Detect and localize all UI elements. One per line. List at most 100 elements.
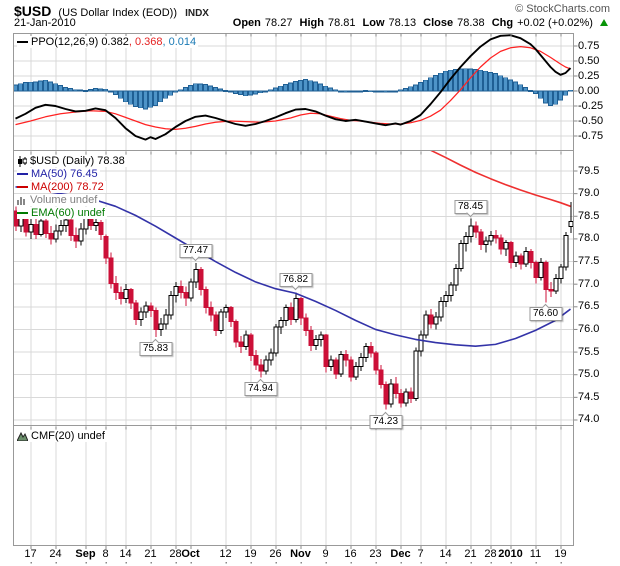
ppo-histogram-bar <box>348 90 353 93</box>
ma50-swatch-icon <box>17 173 28 175</box>
candle-body <box>98 222 104 235</box>
ppo-histogram-bar <box>223 90 228 92</box>
candle-body <box>263 359 269 372</box>
ppo-histogram-bar <box>493 73 498 92</box>
ppo-histogram-bar <box>328 87 333 92</box>
price-y-axis-label: 79.5 <box>578 164 600 177</box>
candle-body <box>418 334 424 352</box>
candle-body <box>28 223 34 233</box>
ppo-y-axis-label: 0.75 <box>578 39 600 52</box>
x-minor-dot <box>275 562 277 564</box>
candle-body <box>503 242 509 250</box>
candle-body <box>228 307 234 322</box>
x-axis-label: 8 <box>102 548 109 560</box>
ppo-histogram-bar <box>523 87 528 92</box>
price-y-axis-label: 78.0 <box>578 232 600 245</box>
candle-body <box>328 359 334 368</box>
ppo-histogram-bar <box>563 90 568 96</box>
ppo-histogram-bar <box>218 88 223 92</box>
candle-body <box>208 307 214 316</box>
candle-body <box>123 289 129 300</box>
ppo-histogram-bar <box>438 72 443 92</box>
candle-body <box>48 232 54 240</box>
candle-body <box>338 353 344 375</box>
candle-body <box>423 314 429 336</box>
high-label: High <box>299 17 324 29</box>
candle-body <box>458 242 464 269</box>
ppo-y-axis-label: 0.25 <box>578 69 600 82</box>
high-value: 78.81 <box>327 17 356 29</box>
low-label: Low <box>362 17 385 29</box>
candle-body <box>408 391 414 399</box>
candle-body <box>163 314 169 325</box>
close-value: 78.38 <box>457 17 485 29</box>
ppo-histogram-bar <box>478 69 483 92</box>
x-axis-label: 19 <box>554 548 567 560</box>
x-minor-dot <box>105 562 107 564</box>
candle-body <box>273 326 279 354</box>
candle-body <box>383 384 389 405</box>
x-axis-label: 14 <box>439 548 452 560</box>
candle-body <box>313 338 319 346</box>
x-axis-label: 24 <box>49 548 62 560</box>
ppo-histogram-bar <box>173 90 178 93</box>
candle-body <box>223 307 229 313</box>
x-minor-dot <box>375 562 377 564</box>
cmf-legend: CMF(20) undef <box>16 430 107 443</box>
candle-body <box>153 309 159 330</box>
x-axis-label: 19 <box>244 548 257 560</box>
x-minor-dot <box>225 562 227 564</box>
ppo-histogram-bar <box>93 88 98 92</box>
candle-body <box>428 314 434 325</box>
ppo-histogram-bar <box>428 77 433 92</box>
exchange-code: INDX <box>185 8 209 19</box>
candle-body <box>513 255 519 263</box>
x-minor-dot <box>150 562 152 564</box>
ppo-histogram-bar <box>398 89 403 92</box>
cmf-mountain-icon <box>16 431 29 442</box>
candle-body <box>348 359 354 378</box>
ppo-histogram-bar <box>258 90 263 94</box>
candle-body <box>33 223 39 235</box>
ppo-histogram-bar <box>243 90 248 97</box>
x-minor-dot <box>510 562 512 564</box>
ppo-histogram-bar <box>568 89 573 92</box>
open-label: Open <box>232 17 261 29</box>
candle-body <box>168 294 174 316</box>
ppo-histogram-bar <box>83 90 88 92</box>
price-annotation: 77.47 <box>178 243 213 262</box>
candle-body <box>143 305 149 313</box>
ppo-histogram-bar <box>278 85 283 92</box>
candle-body <box>488 234 494 242</box>
ppo-histogram-bar <box>233 90 238 94</box>
x-minor-dot <box>445 562 447 564</box>
ppo-panel <box>13 33 574 151</box>
x-axis-label: 28 <box>484 548 497 560</box>
ma200-line <box>430 151 571 208</box>
ppo-histogram-bar <box>488 72 493 92</box>
x-axis-label: 14 <box>119 548 132 560</box>
candle-body <box>368 346 374 354</box>
price-y-axis-label: 75.5 <box>578 345 600 358</box>
ppo-histogram-bar <box>183 87 188 92</box>
header-quote-row: 21-Jan-2010 Open 78.27 High 78.81 Low 78.13… <box>14 17 608 31</box>
candle-body <box>203 289 209 309</box>
ppo-histogram-bar <box>543 90 548 104</box>
change-up-arrow-icon <box>600 19 608 26</box>
x-axis-label: 28 <box>169 548 182 560</box>
ppo-histogram-bar <box>293 81 298 92</box>
cmf-legend-row: CMF(20) undef <box>16 430 107 442</box>
candle-body <box>128 289 134 304</box>
x-minor-dot <box>175 562 177 564</box>
ppo-y-axis-label: -0.75 <box>578 129 604 142</box>
candle-body <box>358 357 364 368</box>
copyright: © StockCharts.com <box>515 3 610 15</box>
x-minor-dot <box>490 562 492 564</box>
candle-body <box>108 257 114 284</box>
x-axis-label: Oct <box>181 548 200 560</box>
ma50-legend-row: MA(50) 76.45 <box>17 168 100 180</box>
candle-body <box>528 251 534 263</box>
x-minor-dot <box>300 562 302 564</box>
ppo-histogram-bar <box>378 90 383 93</box>
candle-body <box>178 285 184 293</box>
